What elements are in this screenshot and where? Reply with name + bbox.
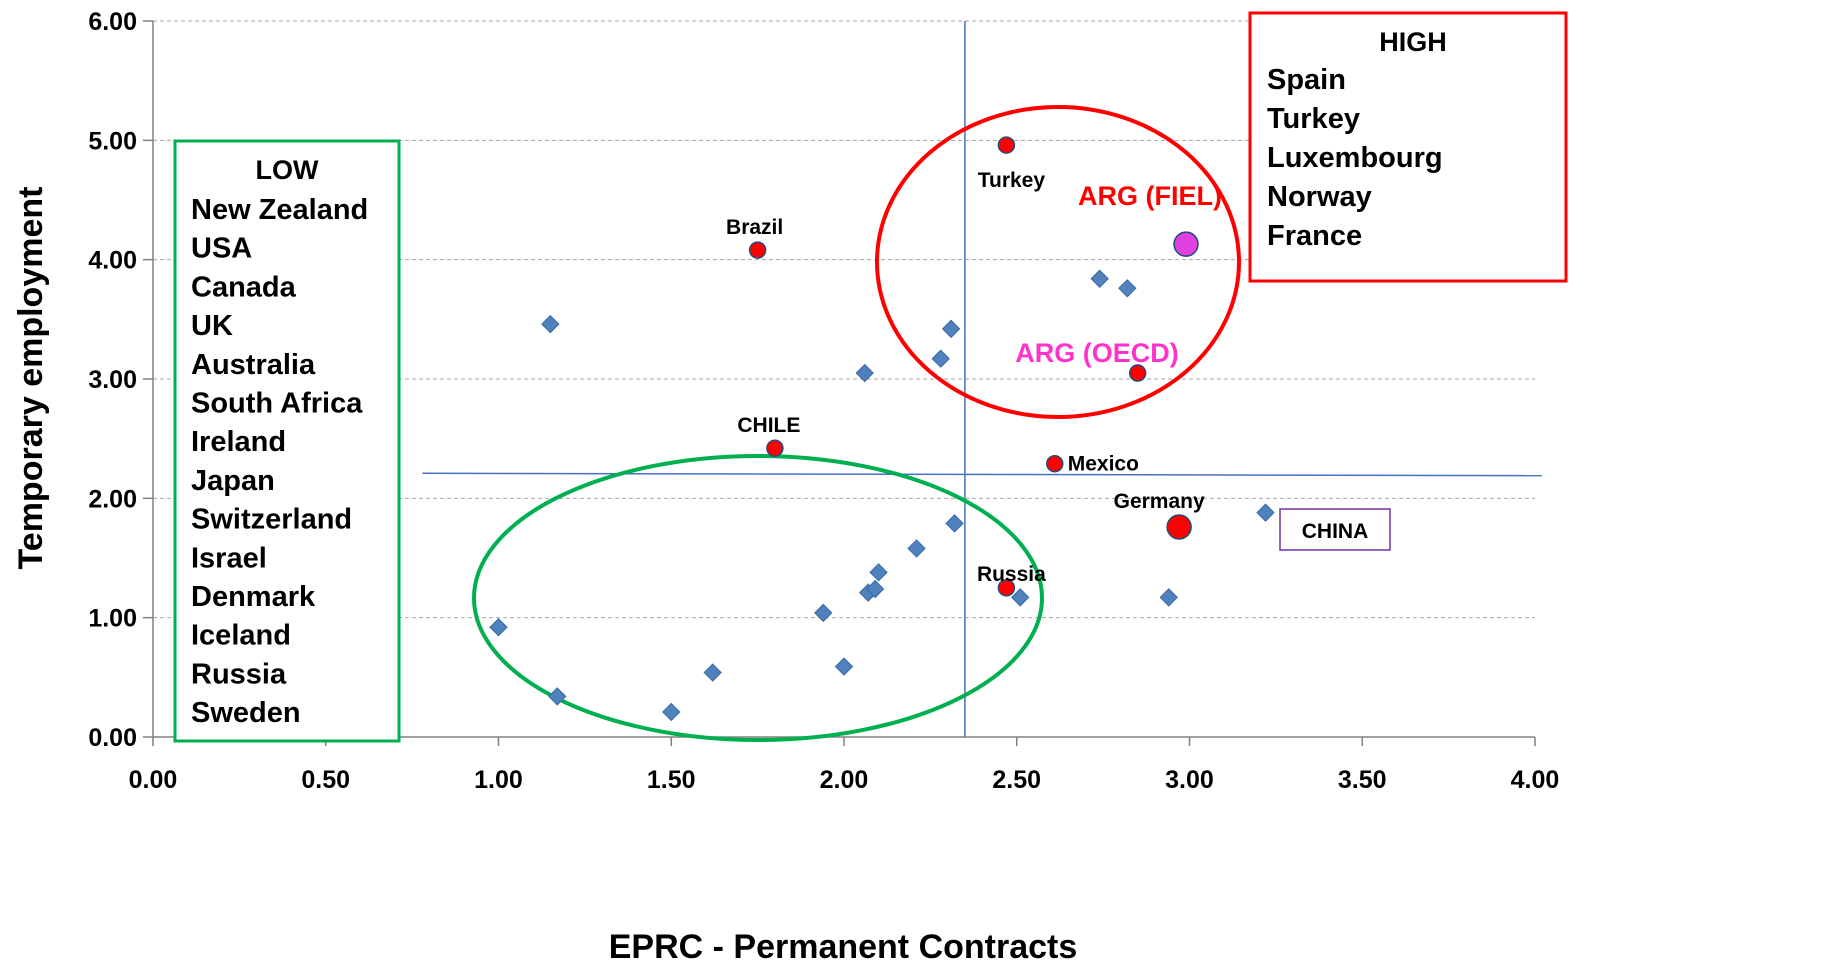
y-tick-label: 3.00 xyxy=(88,366,137,394)
diamond-marker xyxy=(662,702,681,722)
diamond-marker xyxy=(1159,588,1178,607)
x-tick-label: 1.00 xyxy=(474,766,523,794)
low-group-item: Israel xyxy=(191,542,267,574)
low-group-item: Russia xyxy=(191,658,287,690)
low-group-item: Iceland xyxy=(191,620,291,652)
circle-marker xyxy=(748,241,767,259)
high-group-item: Spain xyxy=(1267,64,1346,96)
y-tick-label: 4.00 xyxy=(88,247,137,275)
y-tick-label: 1.00 xyxy=(88,605,137,633)
point-label: Mexico xyxy=(1068,453,1139,476)
diamond-marker xyxy=(945,514,964,533)
low-group-item: Japan xyxy=(191,465,275,497)
y-tick-label: 6.00 xyxy=(88,8,137,36)
reference-lines xyxy=(422,21,1542,737)
high-group-item: Norway xyxy=(1267,181,1372,213)
x-tick-label: 1.50 xyxy=(647,766,696,794)
diamond-marker xyxy=(865,579,885,599)
low-group-ellipse xyxy=(472,454,1044,742)
circle-marker xyxy=(1128,364,1147,382)
diamond-marker xyxy=(1118,279,1137,298)
circle-marker xyxy=(1166,514,1192,540)
high-group-item: France xyxy=(1267,220,1362,252)
diamond-marker xyxy=(1010,588,1030,607)
low-group-item: Switzerland xyxy=(191,504,352,536)
data-points xyxy=(489,136,1275,722)
circle-marker xyxy=(766,439,784,457)
low-group-box xyxy=(173,139,401,743)
y-axis-title: Temporary employment xyxy=(12,187,50,570)
low-group-item: New Zealand xyxy=(191,194,368,226)
low-group-item: Denmark xyxy=(191,581,316,613)
china-box xyxy=(1279,508,1391,551)
point-label: Turkey xyxy=(978,169,1046,192)
x-tick-label: 2.50 xyxy=(992,766,1041,794)
low-group-title: LOW xyxy=(256,155,319,185)
low-group-item: Canada xyxy=(191,271,297,303)
annotations: ARG (FIEL) ARG (OECD) CHINA xyxy=(1015,181,1391,551)
diamond-marker xyxy=(907,539,926,558)
diamond-marker xyxy=(1256,503,1275,522)
diamond-marker xyxy=(1090,269,1109,288)
diamond-marker xyxy=(855,363,874,383)
circle-marker xyxy=(997,136,1016,154)
x-axis-title: EPRC - Permanent Contracts xyxy=(609,928,1078,966)
point-label: CHILE xyxy=(737,414,800,437)
horizontal-reference-line xyxy=(422,472,1542,477)
diamond-marker xyxy=(931,349,950,368)
low-group-item: UK xyxy=(191,310,233,342)
china-label: CHINA xyxy=(1302,520,1369,543)
diamond-marker xyxy=(941,319,961,339)
x-tick-label: 4.00 xyxy=(1511,766,1560,794)
circle-marker xyxy=(1173,231,1199,257)
y-tick-label: 0.00 xyxy=(88,724,137,752)
y-tick-label: 5.00 xyxy=(88,127,137,155)
high-group-item: Turkey xyxy=(1267,103,1360,135)
y-tick-label: 2.00 xyxy=(88,485,137,513)
diamond-marker xyxy=(548,687,567,706)
diamond-marker xyxy=(489,618,508,637)
y-tick-labels: 0.00 1.00 2.00 3.00 4.00 5.00 6.00 xyxy=(88,8,137,752)
x-tick-labels: 0.00 0.50 1.00 1.50 2.00 2.50 3.00 3.50 4.00 xyxy=(129,766,1560,794)
low-group-item: South Africa xyxy=(191,388,363,420)
diamond-marker xyxy=(541,314,560,334)
group-ellipses xyxy=(472,105,1241,742)
point-label: Russia xyxy=(977,563,1046,586)
x-tick-label: 3.50 xyxy=(1338,766,1387,794)
point-label: Germany xyxy=(1114,490,1205,513)
low-group-item: Sweden xyxy=(191,697,301,729)
arg-oecd-label: ARG (OECD) xyxy=(1015,338,1179,368)
x-tick-label: 3.00 xyxy=(1165,766,1214,794)
low-group-item: Australia xyxy=(191,349,316,381)
high-group-title: HIGH xyxy=(1379,27,1447,57)
group-boxes: LOW New Zealand USA Canada UK Australia South … xyxy=(173,11,1568,743)
diamond-marker xyxy=(869,563,888,582)
high-group-box xyxy=(1248,11,1568,283)
diamond-marker xyxy=(834,657,854,676)
low-group-item: USA xyxy=(191,233,252,265)
diamond-marker xyxy=(814,603,833,623)
high-group-item: Luxembourg xyxy=(1267,142,1443,174)
x-tick-label: 0.50 xyxy=(301,766,350,794)
point-labels: Brazil CHILE Turkey Russia Mexico Germany xyxy=(726,169,1205,586)
high-group-ellipse xyxy=(875,105,1241,419)
arg-fiel-label: ARG (FIEL) xyxy=(1078,181,1222,211)
diamond-marker xyxy=(703,663,722,682)
low-group-item: Ireland xyxy=(191,426,286,458)
circle-marker xyxy=(1046,454,1064,473)
point-label: Brazil xyxy=(726,216,783,239)
x-tick-label: 0.00 xyxy=(129,766,178,794)
x-tick-label: 2.00 xyxy=(820,766,869,794)
circle-marker xyxy=(997,579,1016,597)
